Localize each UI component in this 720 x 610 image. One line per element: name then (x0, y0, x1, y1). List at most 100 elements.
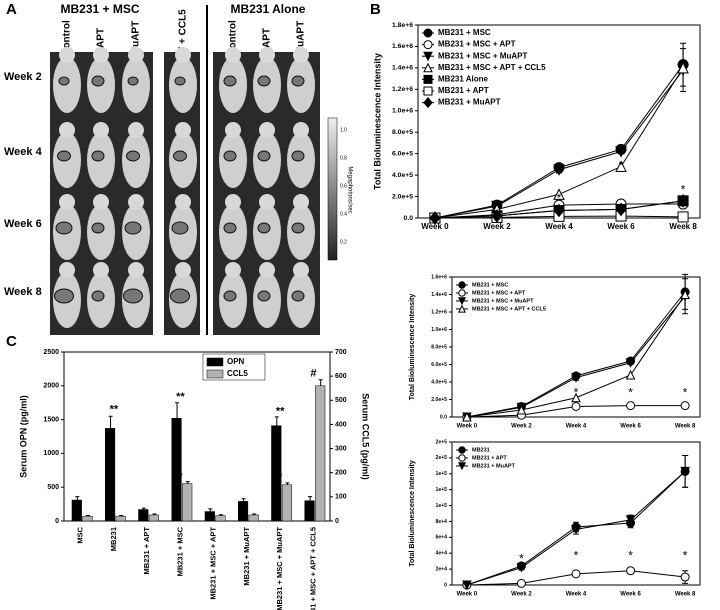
bar (304, 500, 315, 522)
error-bar (141, 507, 146, 510)
bar (71, 499, 82, 522)
error-bar (208, 508, 213, 512)
mouse-head (128, 47, 144, 63)
x-tick-label: Week 0 (457, 592, 478, 598)
bar (204, 511, 215, 522)
annotation: * (178, 471, 183, 483)
error-bar (274, 416, 279, 426)
error-bar (119, 514, 124, 517)
legend-label: MB231 + MSC + APT (472, 290, 526, 296)
x-tick-label: Week 0 (457, 424, 478, 430)
annotation: * (574, 386, 579, 400)
tumor-signal (257, 290, 271, 302)
marker (423, 51, 433, 62)
tumor-signal (127, 76, 139, 86)
y-tick-label: 2e+5 (436, 455, 448, 461)
x-tick-label: Week 2 (483, 222, 511, 231)
y2-tick-label: 500 (335, 397, 347, 404)
marker (457, 304, 467, 313)
tumor-signal (223, 290, 237, 302)
column-label: MuAPT (296, 21, 307, 55)
legend-label: MB231 + MSC (438, 28, 491, 37)
x-tick-label: Week 4 (545, 222, 573, 231)
marker (680, 401, 690, 411)
mouse-head (59, 47, 75, 63)
mouse (122, 57, 150, 113)
column-label: APT (96, 28, 107, 48)
y-axis-label: Serum OPN (pg/ml) (18, 395, 28, 478)
marker (571, 392, 581, 403)
legend-label: MB231 Alone (438, 75, 488, 84)
marker (680, 466, 690, 477)
tumor-signal (174, 76, 186, 86)
y-tick-label: 1.0e+6 (392, 108, 413, 115)
mouse-head (175, 194, 191, 210)
y-axis-label: Total Bioluminescence Intensity (372, 53, 382, 190)
legend-label: MB231 + MSC + APT (438, 40, 516, 49)
tumor-signal (91, 150, 105, 162)
y-tick-label: 2e+4 (436, 566, 448, 572)
x-tick-label: Week 8 (675, 424, 696, 430)
marker (615, 160, 627, 173)
tumor-signal (54, 288, 74, 304)
y-tick-label: 2.0e+5 (431, 397, 447, 403)
legend-label: MB231 + MSC + APT + CCL5 (438, 63, 546, 72)
legend-label: MB231 + APT (472, 455, 507, 461)
mouse-head (293, 47, 309, 63)
y-tick-label: 1.8e+6 (392, 22, 413, 29)
marker (458, 281, 466, 289)
y2-tick-label: 700 (335, 349, 347, 356)
annotation: * (278, 472, 283, 484)
mouse-head (259, 194, 275, 210)
y-tick-label: 4.0e+5 (392, 172, 413, 179)
x-tick-label: Week 8 (669, 222, 697, 231)
y-axis-label: Total Bioluminescence Intensity (409, 294, 416, 401)
marker (677, 194, 689, 208)
y-tick-label: 1e+5 (436, 503, 448, 509)
tumor-signal (223, 150, 237, 162)
mouse-head (93, 194, 109, 210)
mouse-head (59, 122, 75, 138)
tumor-signal (291, 222, 305, 234)
error-bar (252, 513, 257, 515)
y-tick-label: 0.0 (440, 414, 447, 420)
y-tick-label: 1.4e+6 (431, 292, 447, 298)
marker (677, 61, 689, 74)
y2-tick-label: 0 (335, 518, 339, 525)
bar (248, 514, 259, 522)
legend-label: MB231 + MSC + APT + CCL5 (472, 306, 546, 312)
bar (148, 514, 160, 522)
colorbar-tick: 0.2 (340, 239, 347, 245)
marker (553, 164, 565, 176)
marker (457, 297, 467, 306)
marker (462, 580, 472, 591)
annotation: * (628, 549, 633, 563)
legend-label: OPN (227, 357, 245, 366)
mouse-head (93, 122, 109, 138)
y2-axis-label: Serum CCL5 (pg/ml) (361, 393, 371, 480)
tumor-signal (257, 150, 271, 162)
column-label: Control (228, 20, 239, 56)
mouse-head (128, 262, 144, 278)
marker (423, 74, 433, 84)
mouse-head (293, 122, 309, 138)
marker (615, 202, 627, 217)
annotation: * (557, 191, 562, 205)
plot-frame (451, 441, 701, 586)
marker (423, 97, 433, 109)
y-tick-label: 1500 (43, 416, 59, 423)
tumor-signal (170, 288, 190, 304)
error-bar (285, 482, 290, 485)
mouse-head (259, 262, 275, 278)
legend-label: CCL5 (227, 369, 248, 378)
y-tick-label: 2000 (43, 383, 59, 390)
annotation: * (683, 549, 688, 563)
y2-tick-label: 400 (335, 421, 347, 428)
x-tick-label: MSC (76, 526, 85, 543)
colorbar-tick: 1.0 (340, 127, 347, 133)
annotation: ** (110, 403, 119, 415)
error-bar (318, 379, 323, 386)
y-tick-label: 500 (47, 484, 59, 491)
y-tick-label: 1.2e+6 (431, 309, 447, 315)
bar (82, 515, 93, 522)
